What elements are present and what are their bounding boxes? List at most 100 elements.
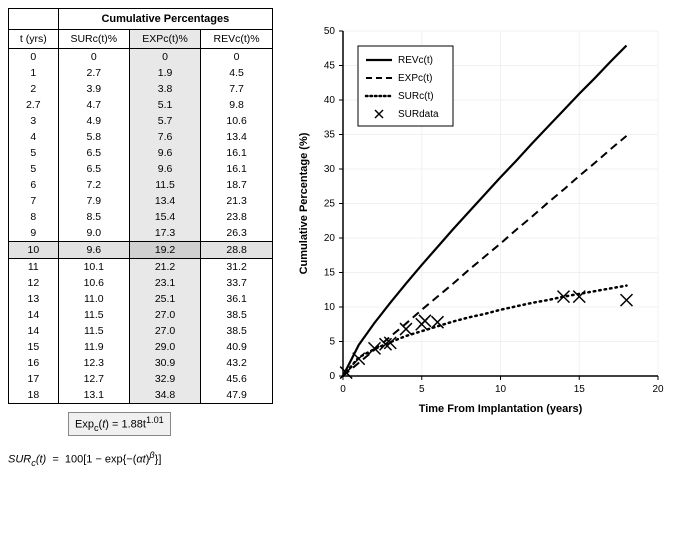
svg-text:35: 35 <box>324 130 336 141</box>
svg-text:SURc(t): SURc(t) <box>398 91 434 102</box>
table-cell: 14 <box>9 323 58 339</box>
table-cell: 4.9 <box>58 113 129 129</box>
table-cell: 33.7 <box>201 275 272 291</box>
table-cell: 14 <box>9 307 58 323</box>
formula-exp: Expc(t) = 1.88t1.01 <box>68 412 171 436</box>
table-cell: 4.7 <box>58 97 129 113</box>
table-row: 0000 <box>9 49 272 66</box>
table-cell: 7.2 <box>58 177 129 193</box>
svg-text:0: 0 <box>329 371 335 382</box>
table-cell: 0 <box>58 49 129 66</box>
table-row: 45.87.613.4 <box>9 129 272 145</box>
svg-text:Time From Implantation (years): Time From Implantation (years) <box>419 403 583 415</box>
table-cell: 28.8 <box>201 242 272 259</box>
table-cell: 12.3 <box>58 355 129 371</box>
table-cell: 13.1 <box>58 387 129 403</box>
formula-sur: SURc(t) = 100[1 − exp{−(αt)β}] <box>8 450 273 468</box>
table-cell: 18.7 <box>201 177 272 193</box>
table-cell: 45.6 <box>201 371 272 387</box>
table-cell: 11.5 <box>129 177 200 193</box>
table-cell: 9.8 <box>201 97 272 113</box>
table-cell: 1 <box>9 65 58 81</box>
table-cell: 21.2 <box>129 259 200 276</box>
cumulative-table: Cumulative Percentages t (yrs) SURc(t)% … <box>8 8 273 404</box>
table-cell: 10.6 <box>58 275 129 291</box>
table-cell: 17 <box>9 371 58 387</box>
table-cell: 18 <box>9 387 58 403</box>
table-cell: 4.5 <box>201 65 272 81</box>
table-cell: 8.5 <box>58 209 129 225</box>
table-cell: 7 <box>9 193 58 209</box>
table-row: 1712.732.945.6 <box>9 371 272 387</box>
table-cell: 40.9 <box>201 339 272 355</box>
table-row: 1210.623.133.7 <box>9 275 272 291</box>
svg-text:Cumulative Percentage (%): Cumulative Percentage (%) <box>298 132 310 274</box>
table-cell: 16.1 <box>201 145 272 161</box>
svg-text:10: 10 <box>324 302 336 313</box>
svg-text:EXPc(t): EXPc(t) <box>398 73 432 84</box>
table-cell: 11.5 <box>58 307 129 323</box>
svg-text:15: 15 <box>324 268 336 279</box>
table-row: 34.95.710.6 <box>9 113 272 129</box>
table-cell: 43.2 <box>201 355 272 371</box>
table-cell: 9 <box>9 225 58 242</box>
table-cell: 5 <box>9 145 58 161</box>
svg-text:30: 30 <box>324 164 336 175</box>
table-cell: 38.5 <box>201 307 272 323</box>
table-row: 67.211.518.7 <box>9 177 272 193</box>
cumulative-chart: 0510152025303540455005101520Time From Im… <box>283 16 673 436</box>
table-cell: 10.1 <box>58 259 129 276</box>
table-cell: 3 <box>9 113 58 129</box>
table-row: 1110.121.231.2 <box>9 259 272 276</box>
table-cell: 5.7 <box>129 113 200 129</box>
table-cell: 0 <box>201 49 272 66</box>
svg-text:5: 5 <box>419 384 425 395</box>
table-cell: 16.1 <box>201 161 272 177</box>
svg-text:45: 45 <box>324 61 336 72</box>
table-row: 77.913.421.3 <box>9 193 272 209</box>
table-cell: 7.9 <box>58 193 129 209</box>
table-cell: 36.1 <box>201 291 272 307</box>
table-cell: 3.9 <box>58 81 129 97</box>
col-header-surc: SURc(t)% <box>58 30 129 49</box>
svg-text:0: 0 <box>340 384 346 395</box>
table-row: 1411.527.038.5 <box>9 307 272 323</box>
table-cell: 16 <box>9 355 58 371</box>
left-panel: Cumulative Percentages t (yrs) SURc(t)% … <box>8 8 273 552</box>
svg-text:20: 20 <box>324 233 336 244</box>
table-cell: 7.7 <box>201 81 272 97</box>
table-cell: 6.5 <box>58 145 129 161</box>
col-header-expc: EXPc(t)% <box>129 30 200 49</box>
table-cell: 9.6 <box>58 242 129 259</box>
svg-text:SURdata: SURdata <box>398 109 439 120</box>
svg-text:40: 40 <box>324 95 336 106</box>
table-cell: 5.8 <box>58 129 129 145</box>
table-row: 1511.929.040.9 <box>9 339 272 355</box>
table-row: 1411.527.038.5 <box>9 323 272 339</box>
col-header-revc: REVc(t)% <box>201 30 272 49</box>
table-cell: 10.6 <box>201 113 272 129</box>
table-cell: 19.2 <box>129 242 200 259</box>
table-cell: 12 <box>9 275 58 291</box>
svg-text:15: 15 <box>574 384 586 395</box>
table-row: 1813.134.847.9 <box>9 387 272 403</box>
table-cell: 9.6 <box>129 161 200 177</box>
table-cell: 11 <box>9 259 58 276</box>
svg-text:REVc(t): REVc(t) <box>398 55 433 66</box>
table-row: 109.619.228.8 <box>9 242 272 259</box>
table-cell: 15.4 <box>129 209 200 225</box>
table-cell: 32.9 <box>129 371 200 387</box>
table-cell: 12.7 <box>58 371 129 387</box>
table-cell: 5.1 <box>129 97 200 113</box>
table-cell: 13 <box>9 291 58 307</box>
chart-panel: 0510152025303540455005101520Time From Im… <box>283 8 677 552</box>
table-cell: 0 <box>9 49 58 66</box>
table-cell: 7.6 <box>129 129 200 145</box>
table-row: 56.59.616.1 <box>9 145 272 161</box>
table-row: 56.59.616.1 <box>9 161 272 177</box>
table-header-row: t (yrs) SURc(t)% EXPc(t)% REVc(t)% <box>9 30 272 49</box>
table-row: 88.515.423.8 <box>9 209 272 225</box>
table-title: Cumulative Percentages <box>58 9 272 30</box>
table-cell: 38.5 <box>201 323 272 339</box>
table-cell: 26.3 <box>201 225 272 242</box>
